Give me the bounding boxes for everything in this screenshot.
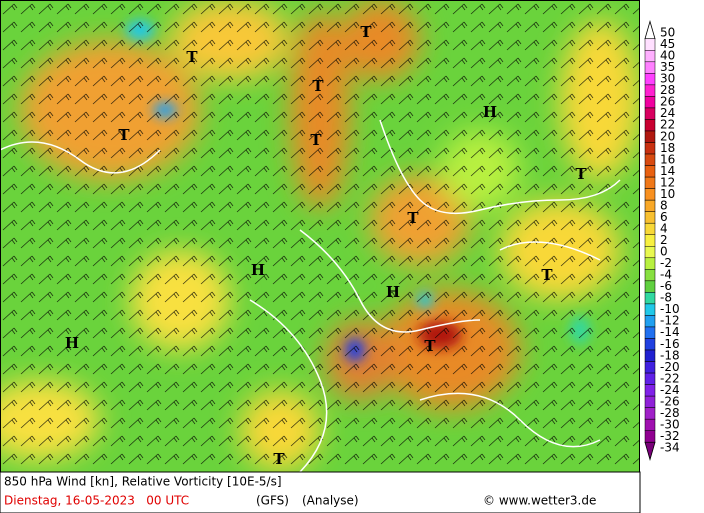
- colorbar-label: -8: [660, 291, 672, 305]
- pressure-symbol: H: [251, 261, 265, 279]
- colorbar-cell: [644, 73, 656, 86]
- colorbar-cell: [644, 395, 656, 408]
- colorbar-label: 16: [660, 152, 675, 166]
- colorbar-cell: [644, 96, 656, 109]
- colorbar-cell: [644, 61, 656, 74]
- colorbar-label: 45: [660, 37, 675, 51]
- colorbar-cell: [644, 84, 656, 97]
- pressure-symbol: T: [360, 23, 372, 41]
- colorbar-label: -28: [660, 406, 680, 420]
- pressure-symbol: H: [386, 283, 400, 301]
- colorbar-label: -20: [660, 360, 680, 374]
- footer-run: (Analyse): [302, 494, 359, 508]
- colorbar-label: 18: [660, 141, 675, 155]
- colorbar-label: 14: [660, 164, 675, 178]
- colorbar-label: 26: [660, 95, 675, 109]
- colorbar-cell: [644, 38, 656, 51]
- colorbar-label: -10: [660, 302, 680, 316]
- colorbar-cell: [644, 257, 656, 270]
- colorbar-label: 12: [660, 175, 675, 189]
- colorbar-cell: [644, 441, 656, 461]
- colorbar-label: 28: [660, 83, 675, 97]
- colorbar-label: 22: [660, 118, 675, 132]
- colorbar-label: -22: [660, 371, 680, 385]
- pressure-symbol: T: [424, 337, 436, 355]
- colorbar-cell: [644, 130, 656, 143]
- colorbar-label: 20: [660, 129, 675, 143]
- colorbar-label: -26: [660, 394, 680, 408]
- colorbar-cell: [644, 269, 656, 282]
- colorbar-cell: [644, 315, 656, 328]
- footer-copyright: © www.wetter3.de: [483, 494, 596, 508]
- colorbar-cell: [644, 20, 656, 40]
- colorbar-cell: [644, 142, 656, 155]
- pressure-symbol: T: [407, 209, 419, 227]
- colorbar-cell: [644, 107, 656, 120]
- colorbar-cell: [644, 338, 656, 351]
- footer-date: Dienstag, 16-05-2023 00 UTC: [4, 494, 189, 508]
- colorbar-cell: [644, 384, 656, 397]
- colorbar-label: -6: [660, 279, 672, 293]
- colorbar-cell: [644, 211, 656, 224]
- colorbar-label: 4: [660, 221, 668, 235]
- colorbar-cell: [644, 234, 656, 247]
- colorbar-cell: [644, 222, 656, 235]
- colorbar-label: -12: [660, 314, 680, 328]
- colorbar-cell: [644, 430, 656, 443]
- colorbar-label: 30: [660, 72, 675, 86]
- colorbar-cell: [644, 50, 656, 63]
- colorbar-label: 8: [660, 198, 668, 212]
- footer-model: (GFS): [256, 494, 289, 508]
- pressure-symbol: T: [541, 266, 553, 284]
- colorbar-cell: [644, 280, 656, 293]
- colorbar-cell: [644, 349, 656, 362]
- pressure-symbol: T: [118, 126, 130, 144]
- colorbar-cell: [644, 407, 656, 420]
- colorbar-cell: [644, 153, 656, 166]
- pressure-symbol: T: [312, 77, 324, 95]
- colorbar-cell: [644, 199, 656, 212]
- colorbar-cell: [644, 246, 656, 259]
- pressure-symbol: T: [310, 131, 322, 149]
- colorbar-label: -2: [660, 256, 672, 270]
- pressure-symbol: T: [575, 165, 587, 183]
- colorbar-label: 40: [660, 49, 675, 63]
- map-field: [0, 0, 640, 472]
- colorbar-label: -4: [660, 268, 672, 282]
- footer-panel: [0, 471, 641, 513]
- colorbar-label: -14: [660, 325, 680, 339]
- pressure-symbol: T: [186, 48, 198, 66]
- colorbar-cell: [644, 176, 656, 189]
- colorbar-cell: [644, 372, 656, 385]
- colorbar-label: 50: [660, 26, 675, 40]
- colorbar-cell: [644, 292, 656, 305]
- colorbar-label: -30: [660, 417, 680, 431]
- colorbar-label: -24: [660, 383, 680, 397]
- colorbar-label: 6: [660, 210, 668, 224]
- colorbar-cell: [644, 303, 656, 316]
- colorbar-cell: [644, 361, 656, 374]
- colorbar: 50454035302826242220181614121086420-2-4-…: [644, 20, 680, 461]
- colorbar-label: 35: [660, 60, 675, 74]
- footer-title: 850 hPa Wind [kn], Relative Vorticity [1…: [4, 475, 282, 489]
- colorbar-label: -16: [660, 337, 680, 351]
- pressure-symbol: H: [483, 103, 497, 121]
- colorbar-label: 10: [660, 187, 675, 201]
- pressure-symbol: H: [65, 334, 79, 352]
- pressure-symbol: T: [273, 450, 285, 468]
- colorbar-cell: [644, 119, 656, 132]
- colorbar-cell: [644, 165, 656, 178]
- colorbar-label: -34: [660, 441, 680, 455]
- colorbar-cell: [644, 326, 656, 339]
- colorbar-label: 0: [660, 245, 668, 259]
- pressure-centers: T T T T T T T T T T H H H H: [65, 23, 588, 468]
- colorbar-cell: [644, 418, 656, 431]
- colorbar-label: -32: [660, 429, 680, 443]
- colorbar-label: -18: [660, 348, 680, 362]
- colorbar-label: 24: [660, 106, 675, 120]
- colorbar-cell: [644, 188, 656, 201]
- colorbar-label: 2: [660, 233, 668, 247]
